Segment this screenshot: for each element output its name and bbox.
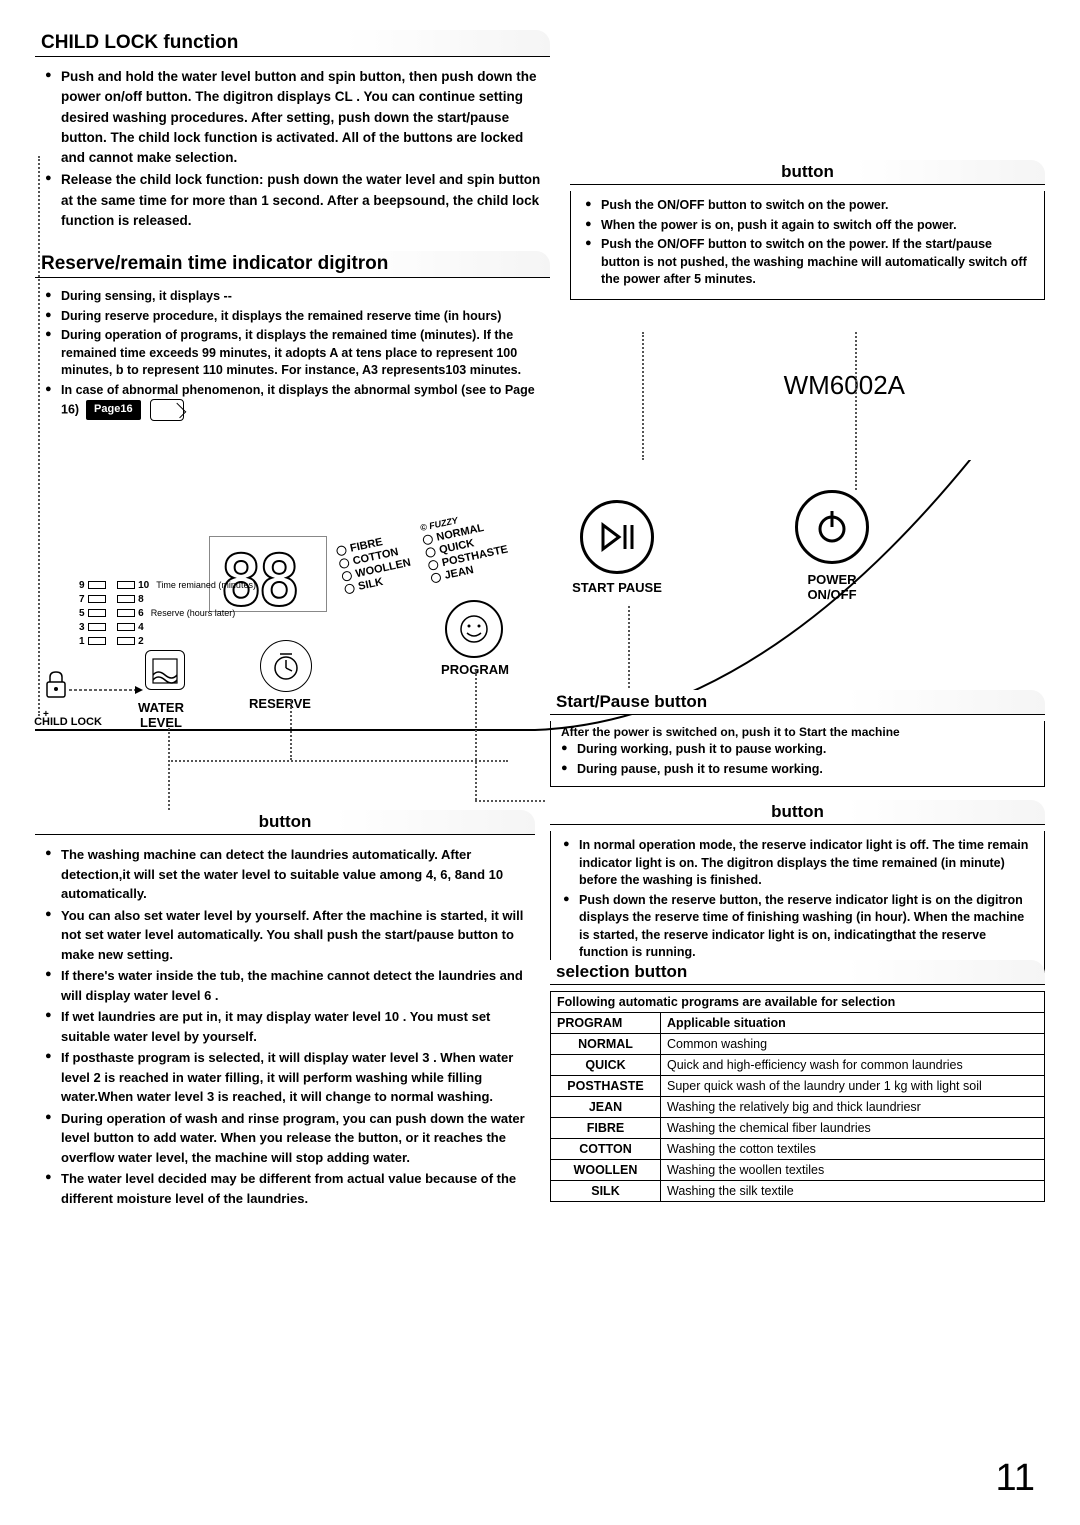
power-icon — [812, 507, 852, 547]
power-button[interactable] — [795, 490, 869, 564]
play-pause-icon — [597, 517, 637, 557]
leader-line — [628, 606, 630, 692]
lock-icon — [43, 670, 69, 700]
power-button-title: button — [570, 160, 1045, 185]
level-indicators: 9 10Time remianed (minutes) 7 8 5 6Reser… — [79, 578, 256, 648]
leader-line — [168, 760, 508, 762]
wl-item-1: You can also set water level by yourself… — [61, 908, 523, 962]
reserve-button-section: button In normal operation mode, the res… — [550, 800, 1045, 973]
reserve-button-title: button — [550, 800, 1045, 825]
power-btn-item-0: Push the ON/OFF button to switch on the … — [601, 198, 889, 212]
program-button[interactable] — [445, 600, 503, 658]
reserve-label: RESERVE — [235, 696, 325, 711]
digitron-list: During sensing, it displays -- During re… — [35, 284, 550, 427]
table-row: POSTHASTESuper quick wash of the laundry… — [551, 1076, 1045, 1097]
leader-line — [475, 800, 545, 802]
table-row: SILKWashing the silk textile — [551, 1181, 1045, 1202]
water-level-section: button The washing machine can detect th… — [35, 810, 535, 1214]
wl-item-5: During operation of wash and rinse progr… — [61, 1111, 525, 1165]
sp-item-0: During working, push it to pause working… — [577, 742, 826, 756]
child-lock-title: CHILD LOCK function — [35, 30, 550, 57]
selection-title: selection button — [550, 960, 1045, 985]
power-button-list: Push the ON/OFF button to switch on the … — [570, 191, 1045, 300]
wl-item-2: If there's water inside the tub, the mac… — [61, 968, 523, 1003]
leader-line — [168, 728, 170, 810]
water-level-button[interactable] — [145, 650, 185, 690]
leader-line — [290, 700, 292, 760]
table-header-situation: Applicable situation — [661, 1013, 1045, 1034]
leader-line — [475, 670, 477, 800]
page-ref-badge: Page16 — [86, 400, 141, 419]
selection-lead: Following automatic programs are availab… — [551, 992, 1045, 1013]
reserve-item-0: In normal operation mode, the reserve in… — [579, 838, 1028, 887]
leader-line — [855, 332, 857, 490]
start-pause-label: START PAUSE — [572, 580, 662, 595]
digitron-item-0: During sensing, it displays -- — [61, 289, 232, 303]
program-table: Following automatic programs are availab… — [550, 991, 1045, 1202]
table-row: QUICKQuick and high-efficiency wash for … — [551, 1055, 1045, 1076]
power-label: POWER ON/OFF — [787, 572, 877, 602]
digitron-item-2: During operation of programs, it display… — [61, 328, 521, 377]
leader-line — [642, 332, 644, 460]
table-header-program: PROGRAM — [551, 1013, 661, 1034]
water-level-label: WATER LEVEL — [121, 700, 201, 730]
power-btn-item-1: When the power is on, push it again to s… — [601, 218, 957, 232]
power-btn-item-2: Push the ON/OFF button to switch on the … — [601, 237, 1027, 286]
child-lock-item-1: Release the child lock function: push do… — [61, 172, 540, 228]
face-icon — [457, 612, 491, 646]
start-pause-button[interactable] — [580, 500, 654, 574]
wl-item-6: The water level decided may be different… — [61, 1171, 516, 1206]
child-lock-item-0: Push and hold the water level button and… — [61, 69, 537, 165]
water-level-list: The washing machine can detect the laund… — [35, 841, 535, 1214]
child-lock-icon-wrap: + — [43, 670, 69, 720]
table-row: JEANWashing the relatively big and thick… — [551, 1097, 1045, 1118]
child-lock-list: Push and hold the water level button and… — [35, 63, 550, 237]
left-column: CHILD LOCK function Push and hold the wa… — [35, 30, 550, 427]
arrow-icon — [69, 684, 145, 696]
start-pause-section: Start/Pause button After the power is sw… — [550, 690, 1045, 787]
child-lock-label: CHILD LOCK — [23, 716, 113, 728]
reserve-button-list: In normal operation mode, the reserve in… — [550, 831, 1045, 973]
pointing-hand-icon — [150, 399, 184, 421]
model-number: WM6002A — [784, 370, 905, 401]
sp-item-1: During pause, push it to resume working. — [577, 762, 823, 776]
power-button-section: button Push the ON/OFF button to switch … — [570, 160, 1045, 300]
water-icon — [150, 655, 180, 685]
table-row: NORMALCommon washing — [551, 1034, 1045, 1055]
reserve-item-1: Push down the reserve button, the reserv… — [579, 893, 1024, 960]
water-level-title: button — [35, 810, 535, 835]
digitron-item-1: During reserve procedure, it displays th… — [61, 309, 501, 323]
reserve-button[interactable] — [260, 640, 312, 692]
digitron-title: Reserve/remain time indicator digitron — [35, 251, 550, 278]
selection-section: selection button Following automatic pro… — [550, 960, 1045, 1202]
page-number: 11 — [996, 1457, 1035, 1500]
wl-item-3: If wet laundries are put in, it may disp… — [61, 1009, 490, 1044]
table-row: WOOLLENWashing the woollen textiles — [551, 1160, 1045, 1181]
clock-icon — [270, 650, 302, 682]
wl-item-0: The washing machine can detect the laund… — [61, 847, 503, 901]
start-pause-title: Start/Pause button — [550, 690, 1045, 715]
start-pause-lead: After the power is switched on, push it … — [561, 725, 900, 739]
table-row: FIBREWashing the chemical fiber laundrie… — [551, 1118, 1045, 1139]
table-row: COTTONWashing the cotton textiles — [551, 1139, 1045, 1160]
wl-item-4: If posthaste program is selected, it wil… — [61, 1050, 513, 1104]
leader-line — [38, 156, 40, 716]
